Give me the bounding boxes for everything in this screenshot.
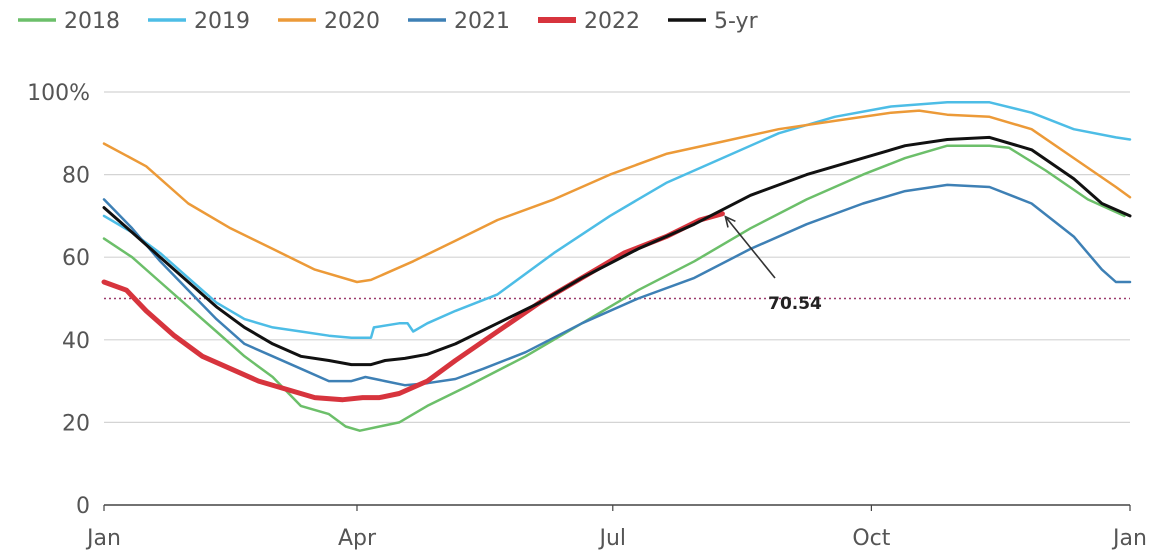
x-axis-ticks: Jan Apr Jul Oct Jan [85,505,1147,551]
y-tick-label: 60 [62,246,90,271]
legend-item-2020: 2020 [278,9,380,34]
series-line-2021 [102,183,1132,387]
y-tick-label: 20 [62,411,90,436]
legend-label: 2022 [584,9,640,34]
y-tick-label: 40 [62,329,90,354]
legend-label: 2021 [454,9,510,34]
x-tick-label: Jul [598,526,627,551]
annotation-arrow-line [724,216,776,279]
y-tick-label: 80 [62,164,90,189]
y-tick-label: 0 [76,494,90,519]
series-line-2020 [102,109,1132,284]
legend-label: 5-yr [714,9,759,34]
series-line-5-yr [102,135,1132,367]
legend-item-5-yr: 5-yr [668,9,759,34]
annotation: 70.54 [724,215,822,314]
legend-label: 2019 [194,9,250,34]
legend: 2018 2019 2020 2021 2022 5-yr [18,9,759,34]
y-axis-ticks: 0 20 40 60 80 100% [27,81,90,519]
series-lines [101,101,1132,432]
x-tick-label: Jan [1111,526,1147,551]
x-tick-label: Oct [852,526,890,551]
x-tick-label: Jan [85,526,121,551]
y-tick-label: 100% [27,81,90,106]
legend-item-2022: 2022 [538,9,640,34]
annotation-label: 70.54 [768,294,822,314]
legend-item-2018: 2018 [18,9,120,34]
series-line-2018 [102,144,1126,432]
legend-label: 2018 [64,9,120,34]
annotation-arrowhead [724,215,736,228]
series-line-2019 [102,101,1132,339]
legend-item-2019: 2019 [148,9,250,34]
legend-label: 2020 [324,9,380,34]
legend-item-2021: 2021 [408,9,510,34]
series-line-2022 [101,211,725,403]
x-tick-label: Apr [338,526,377,551]
